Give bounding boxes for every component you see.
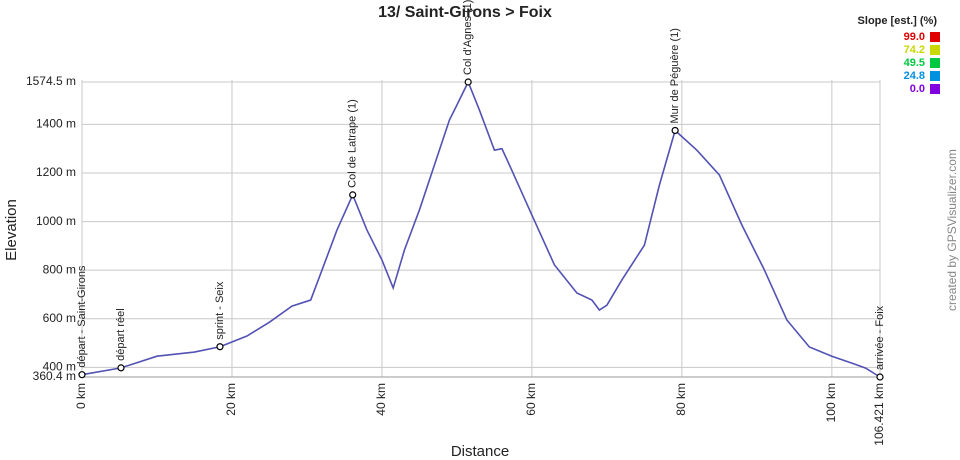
- waypoint-label: départ - Saint-Girons: [76, 265, 88, 368]
- legend-label: 74.2: [904, 44, 925, 56]
- waypoint-label: arrivée - Foix: [874, 305, 886, 370]
- waypoint-label: Col d'Agnes (1): [462, 0, 474, 75]
- waypoint-marker: [78, 371, 86, 379]
- elevation-line: [81, 80, 881, 378]
- y-tick-label: 1000 m: [36, 214, 76, 228]
- waypoint-marker: [216, 343, 224, 351]
- x-tick-label: 106.421 km: [872, 383, 886, 446]
- legend-swatch: [930, 32, 940, 42]
- x-tick-label: 100 km: [824, 383, 838, 422]
- legend-label: 24.8: [904, 70, 925, 82]
- x-tick-label: 60 km: [524, 383, 538, 416]
- waypoint-marker: [876, 373, 884, 381]
- waypoint-label: Mur de Péguère (1): [669, 28, 681, 123]
- x-tick-label: 20 km: [224, 383, 238, 416]
- waypoint-marker: [117, 364, 125, 372]
- y-tick-label: 1200 m: [36, 165, 76, 179]
- chart-title: 13/ Saint-Girons > Foix: [378, 4, 552, 21]
- y-tick-label: 800 m: [43, 262, 76, 276]
- y-tick-label: 360.4 m: [33, 369, 76, 383]
- legend-label: 49.5: [904, 57, 925, 69]
- waypoint-marker: [671, 126, 679, 135]
- x-tick-label: 0 km: [74, 383, 88, 409]
- x-tick-label: 40 km: [374, 383, 388, 416]
- y-tick-label: 1574.5 m: [26, 74, 76, 88]
- x-axis-title: Distance: [451, 443, 509, 460]
- legend-swatch: [930, 84, 940, 94]
- y-tick-label: 600 m: [43, 311, 76, 325]
- waypoint-label: Col de Latrape (1): [347, 99, 359, 188]
- x-tick-label: 80 km: [674, 383, 688, 416]
- credit: created by GPSVisualizer.com: [945, 149, 959, 311]
- legend-label: 99.0: [904, 31, 925, 43]
- legend-title: Slope [est.] (%): [858, 15, 938, 27]
- waypoint-marker: [464, 78, 472, 86]
- waypoint-label: départ réel: [115, 308, 127, 361]
- legend-swatch: [930, 58, 940, 68]
- legend-swatch: [930, 45, 940, 55]
- y-tick-label: 1400 m: [36, 117, 76, 131]
- y-tick-label: 400 m: [43, 360, 76, 374]
- legend-swatch: [930, 71, 940, 81]
- legend-label: 0.0: [910, 83, 925, 95]
- waypoint-marker: [349, 191, 357, 199]
- waypoint-label: sprint - Seix: [214, 281, 226, 340]
- y-axis-title: Elevation: [3, 199, 20, 261]
